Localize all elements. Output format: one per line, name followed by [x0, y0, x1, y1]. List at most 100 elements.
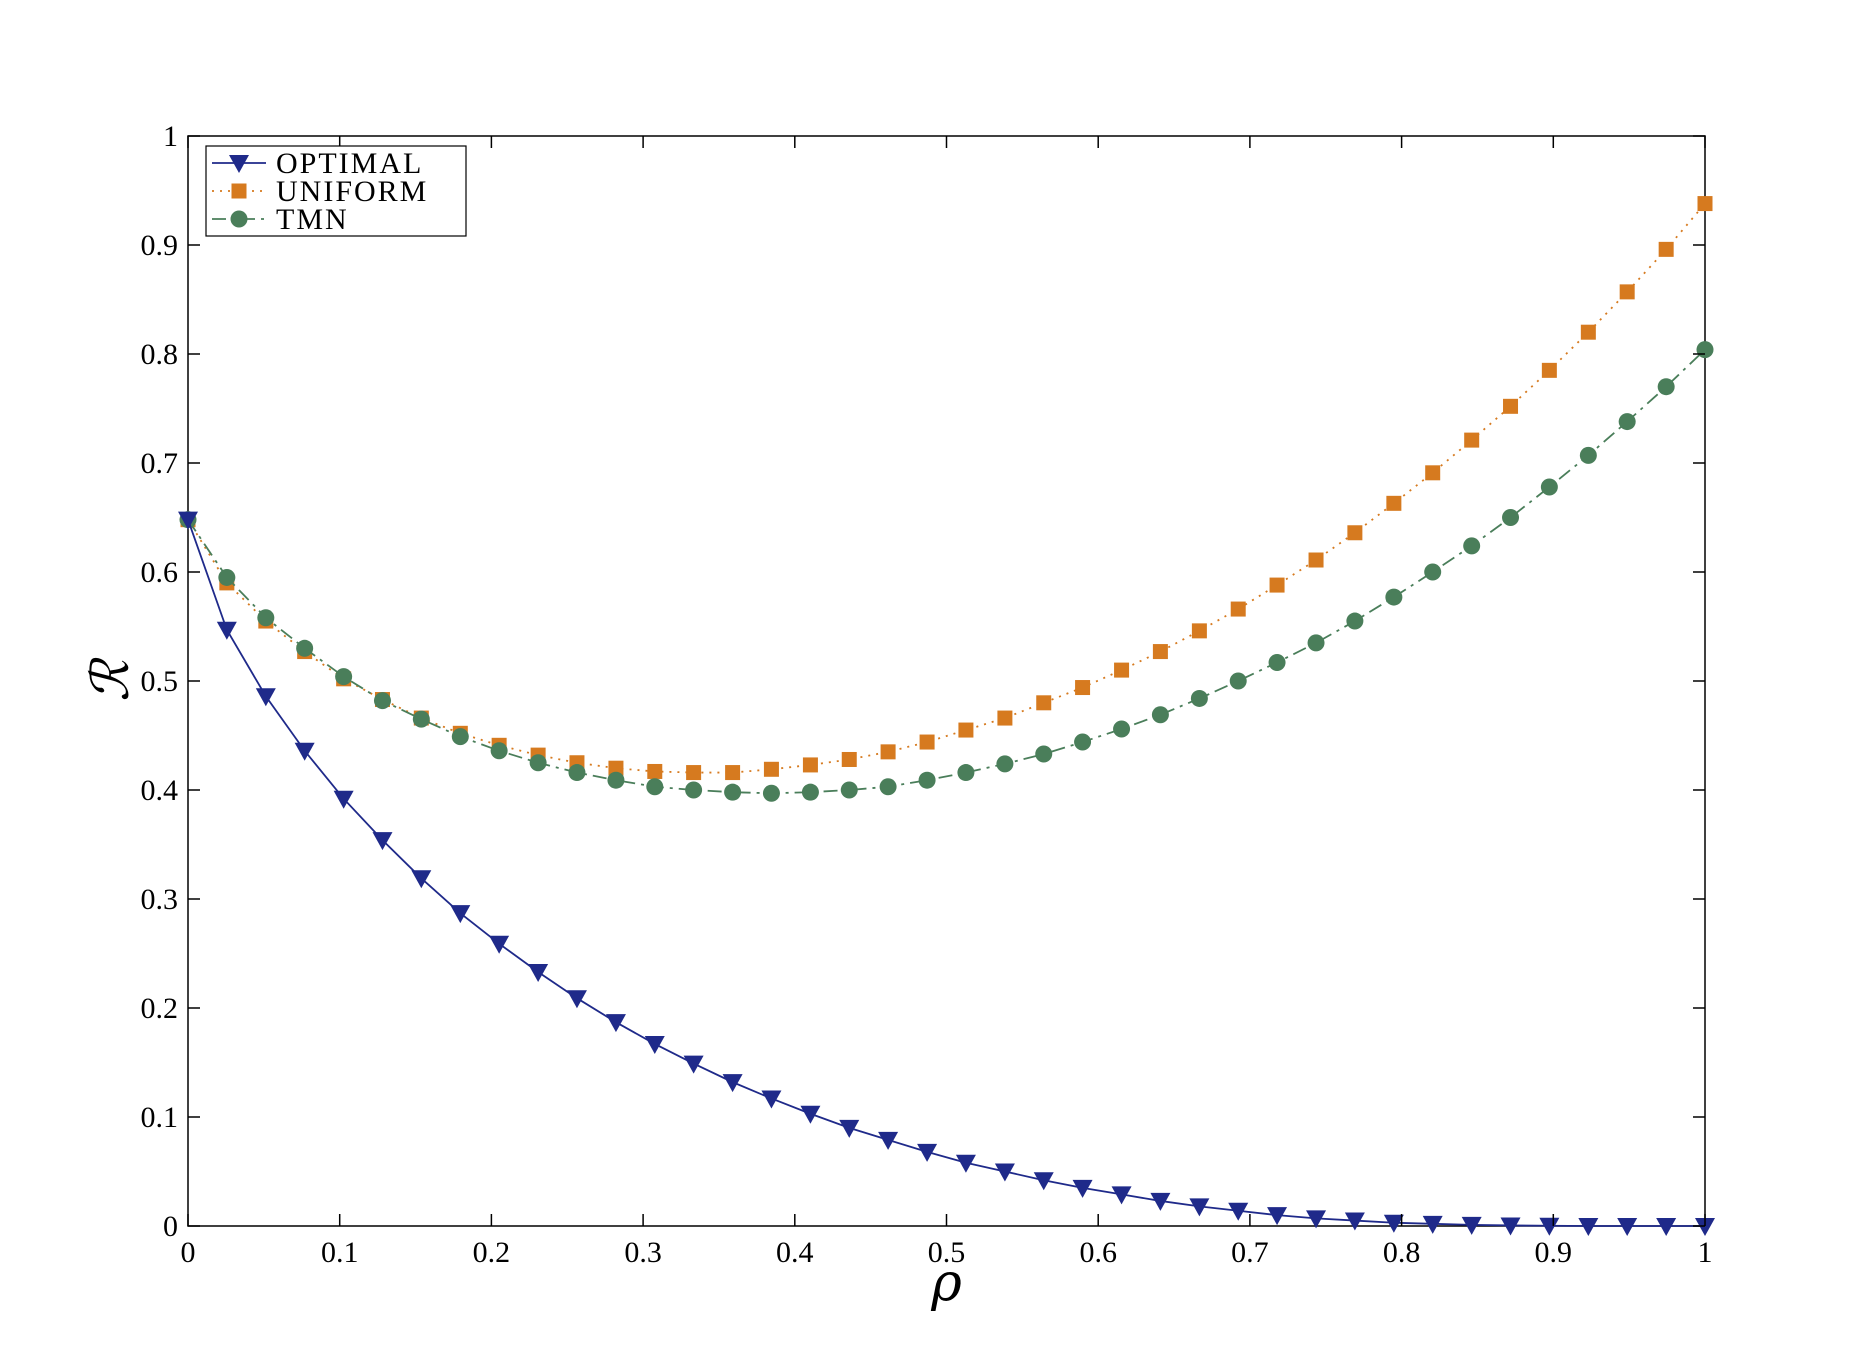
data-point-optimal: [761, 1090, 782, 1109]
data-point-tmn: [996, 755, 1014, 773]
data-point-uniform: [1152, 644, 1168, 660]
legend-label-optimal: OPTIMAL: [276, 147, 423, 180]
x-tick-label: 0.1: [321, 1236, 359, 1269]
legend-item-optimal: OPTIMAL: [212, 147, 423, 180]
series-uniform: [180, 196, 1713, 781]
data-point-optimal: [917, 1143, 938, 1162]
data-point-tmn: [957, 764, 975, 782]
x-tick-label: 0.9: [1535, 1236, 1573, 1269]
series-layer: [178, 196, 1715, 1236]
data-point-tmn: [1540, 478, 1558, 496]
data-point-optimal: [1656, 1218, 1677, 1236]
x-tick-label: 0.8: [1383, 1236, 1421, 1269]
data-point-tmn: [1346, 612, 1364, 630]
y-tick-label: 0.9: [141, 229, 179, 262]
data-point-tmn: [1190, 689, 1208, 707]
data-point-uniform: [919, 734, 935, 750]
data-point-tmn: [762, 784, 780, 802]
data-point-optimal: [1072, 1179, 1093, 1198]
data-point-tmn: [1463, 537, 1481, 555]
data-point-optimal: [216, 621, 237, 640]
data-point-optimal: [1539, 1217, 1560, 1236]
data-point-optimal: [1228, 1202, 1249, 1221]
data-point-uniform: [647, 763, 663, 779]
data-point-uniform: [1114, 662, 1130, 678]
data-point-optimal: [683, 1055, 704, 1074]
data-point-tmn: [1657, 378, 1675, 396]
data-point-uniform: [1697, 196, 1713, 212]
y-axis-title: ℛ: [81, 657, 141, 702]
data-point-optimal: [1578, 1218, 1599, 1236]
data-point-optimal: [1383, 1214, 1404, 1233]
data-point-tmn: [1385, 588, 1403, 606]
data-point-uniform: [725, 765, 741, 781]
legend-marker-optimal: [229, 155, 249, 173]
x-tick-label: 0.7: [1231, 1236, 1269, 1269]
x-tick-label: 1: [1698, 1236, 1713, 1269]
data-point-tmn: [879, 778, 897, 796]
data-point-tmn: [296, 639, 314, 657]
data-point-uniform: [1075, 680, 1091, 696]
data-point-uniform: [841, 751, 857, 767]
x-tick-label: 0.6: [1079, 1236, 1117, 1269]
data-point-tmn: [1113, 720, 1131, 738]
data-point-uniform: [1464, 432, 1480, 448]
data-point-optimal: [333, 790, 354, 809]
data-point-optimal: [1500, 1217, 1521, 1236]
data-point-tmn: [412, 710, 430, 728]
data-point-optimal: [1306, 1210, 1327, 1229]
data-point-optimal: [1422, 1215, 1443, 1234]
data-point-tmn: [840, 781, 858, 799]
y-tick-label: 0: [163, 1210, 178, 1243]
data-point-optimal: [178, 511, 198, 530]
legend-marker-tmn: [230, 210, 248, 228]
data-point-optimal: [450, 905, 471, 924]
data-point-optimal: [1111, 1186, 1132, 1205]
y-tick-label: 0.3: [141, 883, 179, 916]
legend-box: [205, 145, 467, 237]
data-point-optimal: [1344, 1212, 1365, 1231]
y-tick-label: 0.2: [141, 992, 179, 1025]
data-point-uniform: [1619, 284, 1635, 300]
y-tick-label: 0.6: [141, 556, 179, 589]
legend-marker-uniform: [231, 183, 247, 199]
data-point-tmn: [1307, 634, 1325, 652]
data-point-tmn: [1618, 413, 1636, 431]
plot-frame: [187, 135, 1706, 1227]
data-point-tmn: [1696, 341, 1714, 359]
data-point-uniform: [1541, 362, 1557, 378]
x-axis-title: ρ: [930, 1253, 962, 1313]
data-point-uniform: [1503, 398, 1519, 414]
data-point-optimal: [372, 832, 393, 851]
y-tick-label: 0.8: [141, 338, 179, 371]
data-point-optimal: [722, 1074, 743, 1093]
data-point-tmn: [1035, 745, 1053, 763]
data-point-tmn: [335, 668, 353, 686]
legend-item-uniform: UNIFORM: [212, 175, 428, 208]
data-point-tmn: [1502, 509, 1520, 526]
data-point-tmn: [1268, 653, 1286, 671]
data-point-optimal: [878, 1131, 899, 1150]
data-point-tmn: [646, 778, 664, 796]
data-point-tmn: [218, 568, 236, 586]
data-point-optimal: [1461, 1216, 1482, 1235]
data-point-uniform: [686, 765, 702, 781]
data-point-tmn: [1424, 563, 1442, 581]
data-point-optimal: [1267, 1207, 1288, 1226]
series-line-uniform: [187, 202, 1706, 774]
x-tick-label: 0.2: [473, 1236, 511, 1269]
data-point-uniform: [1036, 695, 1052, 711]
data-point-tmn: [373, 692, 391, 710]
y-tick-label: 0.4: [141, 774, 179, 807]
y-tick-label: 0.7: [141, 447, 179, 480]
x-tick-label: 0.3: [624, 1236, 662, 1269]
data-point-uniform: [1230, 601, 1246, 617]
legend-item-tmn: TMN: [212, 203, 347, 236]
legend-label-uniform: UNIFORM: [276, 175, 428, 208]
data-point-optimal: [839, 1119, 860, 1138]
data-point-optimal: [994, 1163, 1015, 1182]
data-point-optimal: [489, 935, 510, 954]
data-point-optimal: [955, 1154, 976, 1173]
